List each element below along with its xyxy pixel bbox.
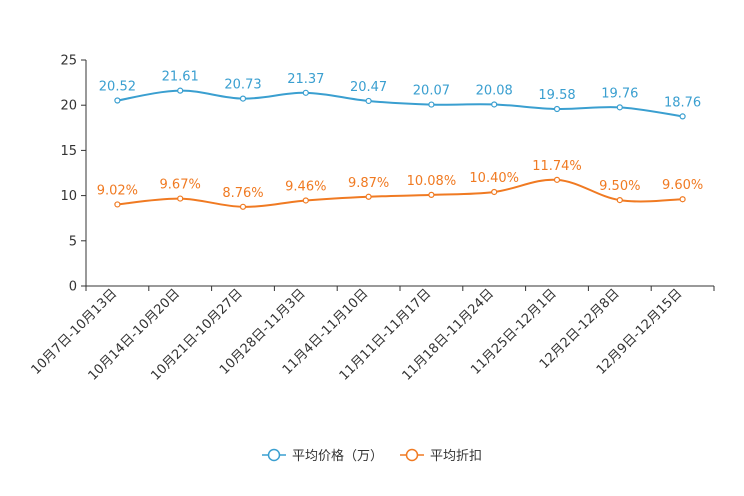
data-label: 19.76: [601, 86, 638, 101]
series-layer: 20.52 21.61 20.73 21.37 20.47 20.07 20.08 19.58…: [97, 70, 703, 210]
legend-marker: [267, 448, 281, 462]
series-line: [117, 178, 683, 208]
data-label: 20.07: [413, 84, 450, 99]
data-point[interactable]: [553, 176, 561, 183]
data-label: 9.02%: [97, 183, 138, 198]
legend-marker: [405, 448, 419, 462]
series-1: 20.52 21.61 20.73 21.37 20.47 20.07 20.08 19.58…: [99, 70, 701, 120]
data-point[interactable]: [428, 101, 435, 108]
data-label: 10.08%: [407, 174, 457, 189]
data-point[interactable]: [114, 201, 121, 208]
legend: 平均价格（万） 平均折扣: [262, 448, 482, 464]
data-label: 9.67%: [160, 178, 201, 193]
data-point[interactable]: [616, 197, 623, 204]
data-label: 9.46%: [285, 179, 326, 194]
data-label: 20.47: [350, 80, 387, 95]
data-label: 18.76: [664, 95, 701, 110]
y-tick-label: 5: [69, 234, 77, 249]
data-point[interactable]: [553, 105, 561, 113]
data-point[interactable]: [491, 188, 498, 196]
data-point[interactable]: [491, 101, 498, 108]
data-label: 20.52: [99, 79, 136, 94]
y-tick-label: 25: [60, 54, 77, 69]
data-label: 21.61: [162, 70, 199, 85]
data-point[interactable]: [177, 195, 184, 202]
y-tick-label: 10: [60, 189, 77, 204]
y-tick-label: 0: [69, 280, 77, 295]
legend-item-2[interactable]: 平均折扣: [400, 448, 482, 464]
data-label: 19.58: [538, 88, 575, 103]
data-label: 20.08: [476, 83, 513, 98]
series-line: [117, 89, 683, 118]
data-label: 10.40%: [469, 171, 519, 186]
data-point[interactable]: [428, 191, 435, 198]
y-tick-label: 20: [60, 99, 77, 114]
data-point[interactable]: [679, 113, 686, 120]
axes: 051015202510月7日-10月13日10月14日-10月20日10月21…: [29, 54, 715, 384]
series-2: 9.02% 9.67% 8.76% 9.46% 9.87% 10.08% 10.40% 11.…: [97, 159, 703, 210]
data-point[interactable]: [302, 197, 309, 204]
y-tick-label: 15: [60, 144, 77, 159]
data-label: 9.87%: [348, 176, 389, 191]
data-point[interactable]: [177, 87, 184, 94]
legend-label: 平均折扣: [430, 449, 482, 464]
data-point[interactable]: [239, 95, 247, 102]
data-point[interactable]: [679, 196, 686, 203]
data-label: 21.37: [287, 72, 324, 87]
data-point[interactable]: [302, 89, 309, 96]
data-label: 9.50%: [599, 179, 640, 194]
data-point[interactable]: [365, 193, 372, 200]
legend-item-1[interactable]: 平均价格（万）: [262, 448, 383, 464]
data-label: 20.73: [224, 78, 261, 93]
data-point[interactable]: [616, 104, 623, 111]
data-point[interactable]: [114, 97, 121, 104]
data-label: 9.60%: [662, 178, 703, 193]
data-point[interactable]: [365, 97, 372, 105]
legend-label: 平均价格（万）: [292, 448, 383, 464]
data-point[interactable]: [239, 203, 247, 210]
data-label: 11.74%: [532, 159, 582, 174]
data-label: 8.76%: [222, 186, 263, 201]
